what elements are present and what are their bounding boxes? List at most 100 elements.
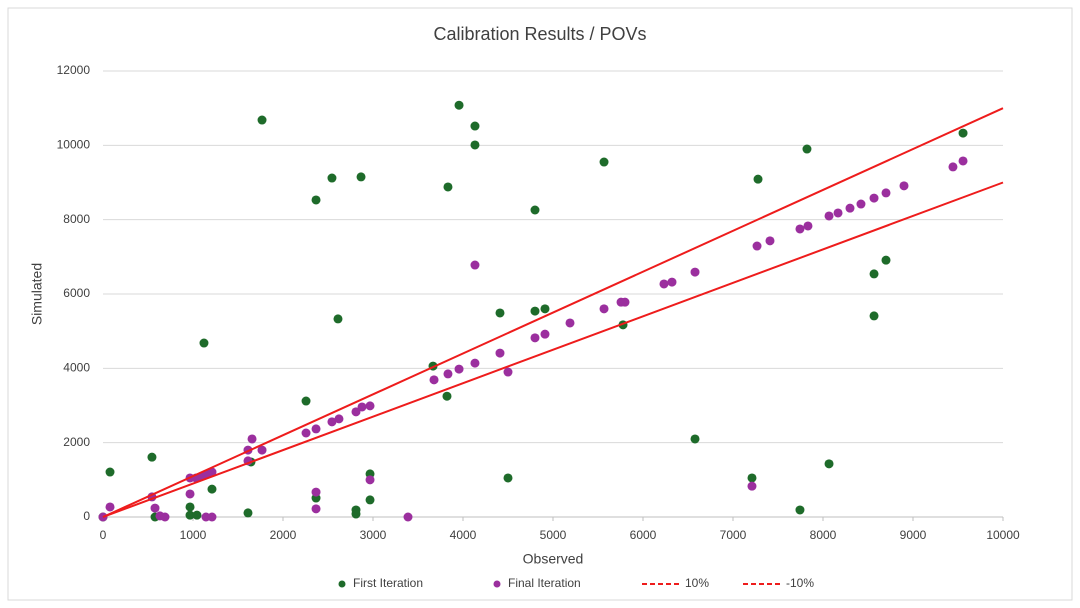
point [690, 267, 700, 277]
point [243, 508, 253, 518]
y-tick-label: 8000 [63, 212, 90, 226]
point [105, 502, 115, 512]
x-tick-label: 0 [100, 528, 107, 542]
point [105, 467, 115, 477]
point [565, 318, 575, 328]
point [470, 260, 480, 270]
point [429, 375, 439, 385]
point [311, 424, 321, 434]
chart-title: Calibration Results / POVs [433, 24, 646, 44]
x-tick-label: 8000 [810, 528, 837, 542]
point [403, 512, 413, 522]
point [199, 338, 209, 348]
point [881, 188, 891, 198]
point [351, 509, 361, 519]
point [803, 221, 813, 231]
reference-line [102, 181, 1004, 518]
point [690, 434, 700, 444]
point [530, 333, 540, 343]
point [327, 417, 337, 427]
point [311, 504, 321, 514]
point [192, 510, 202, 520]
point [351, 407, 361, 417]
point [795, 505, 805, 515]
chart-frame [7, 7, 1073, 601]
point [540, 329, 550, 339]
point [442, 391, 452, 401]
point [443, 182, 453, 192]
y-tick-label: 12000 [57, 63, 91, 77]
legend-label: First Iteration [353, 576, 423, 590]
point [357, 402, 367, 412]
legend-label: Final Iteration [508, 576, 581, 590]
x-tick-label: 5000 [540, 528, 567, 542]
point [207, 512, 217, 522]
point [443, 369, 453, 379]
point [752, 241, 762, 251]
point [540, 304, 550, 314]
x-tick-label: 1000 [180, 528, 207, 542]
point [147, 452, 157, 462]
point [667, 277, 677, 287]
point [899, 181, 909, 191]
point [503, 473, 513, 483]
point [881, 255, 891, 265]
x-tick-label: 10000 [986, 528, 1020, 542]
y-tick-label: 6000 [63, 286, 90, 300]
point [620, 297, 630, 307]
x-tick-label: 9000 [900, 528, 927, 542]
point [802, 144, 812, 154]
point [454, 100, 464, 110]
point [753, 174, 763, 184]
y-axis-label: Simulated [29, 263, 45, 325]
y-tick-label: 2000 [63, 435, 90, 449]
x-tick-label: 3000 [360, 528, 387, 542]
point [795, 224, 805, 234]
point [301, 396, 311, 406]
point [747, 473, 757, 483]
point [327, 173, 337, 183]
legend-label: -10% [786, 576, 814, 590]
point [958, 156, 968, 166]
point [311, 195, 321, 205]
point [301, 428, 311, 438]
point [207, 467, 217, 477]
y-tick-label: 10000 [57, 138, 91, 152]
point [207, 484, 217, 494]
point [958, 128, 968, 138]
point [530, 205, 540, 215]
y-tick-label: 0 [83, 509, 90, 523]
point [599, 304, 609, 314]
point [948, 162, 958, 172]
point [365, 495, 375, 505]
point [470, 121, 480, 131]
point [495, 308, 505, 318]
point [503, 367, 513, 377]
point [185, 489, 195, 499]
point [160, 512, 170, 522]
point [365, 475, 375, 485]
reference-line [102, 107, 1004, 518]
point [659, 279, 669, 289]
x-tick-label: 6000 [630, 528, 657, 542]
point [845, 203, 855, 213]
point [185, 502, 195, 512]
legend-label: 10% [685, 576, 709, 590]
point [356, 172, 366, 182]
point [257, 115, 267, 125]
legend-swatch [338, 580, 346, 588]
x-tick-label: 4000 [450, 528, 477, 542]
point [365, 401, 375, 411]
point [869, 311, 879, 321]
point [150, 503, 160, 513]
point [454, 364, 464, 374]
point [185, 510, 195, 520]
point [334, 414, 344, 424]
point [869, 269, 879, 279]
point [247, 434, 257, 444]
point [470, 140, 480, 150]
point [833, 208, 843, 218]
point [470, 358, 480, 368]
point [530, 306, 540, 316]
point [257, 445, 267, 455]
